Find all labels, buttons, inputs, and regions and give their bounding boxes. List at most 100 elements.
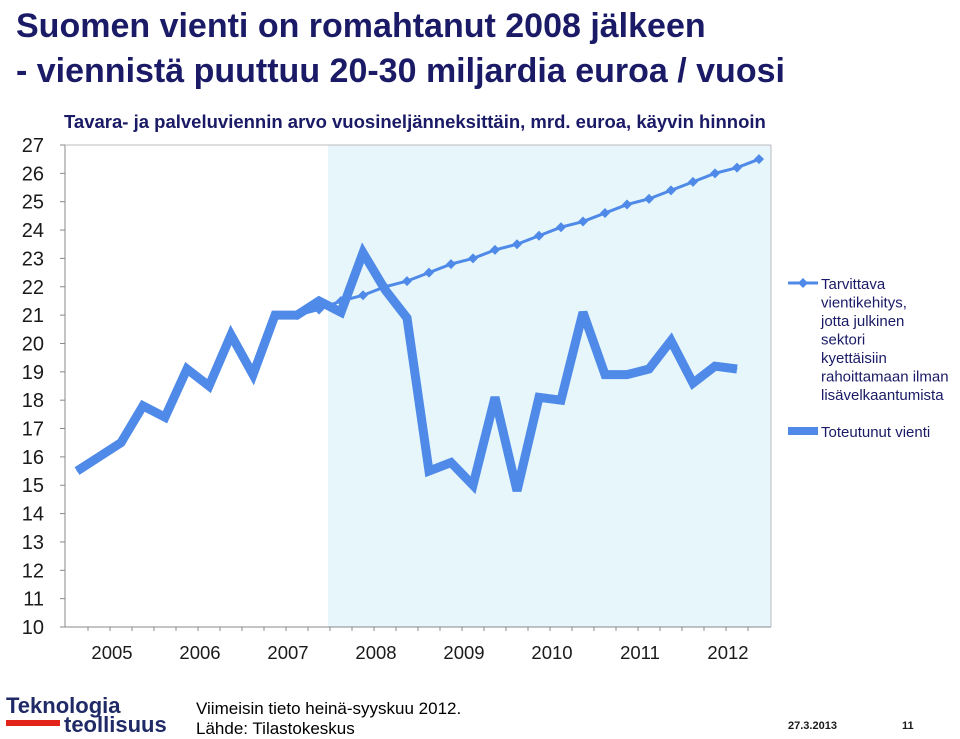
data-point bbox=[538, 396, 540, 398]
data-point bbox=[582, 311, 584, 313]
data-point-diamond bbox=[534, 230, 544, 241]
data-point bbox=[98, 456, 100, 458]
x-tick-label: 2008 bbox=[355, 642, 396, 663]
y-tick-label: 26 bbox=[22, 163, 44, 185]
data-point bbox=[626, 374, 628, 376]
y-tick-label: 24 bbox=[22, 220, 44, 242]
export-line-chart: Tavara- ja palveluviennin arvo vuosinelj… bbox=[22, 111, 949, 663]
data-point bbox=[406, 317, 408, 319]
x-tick-label: 2007 bbox=[267, 642, 308, 663]
logo-red-bar bbox=[6, 720, 60, 726]
y-tick-labels: 10 11 12 13 14 15 16 17 18 19 20 21 22 23 24 25 26 27 bbox=[22, 135, 44, 639]
axes bbox=[60, 144, 772, 631]
data-point-diamond bbox=[512, 239, 522, 250]
x-tick-labels: 2005 2006 2007 2008 2009 2010 2011 2012 bbox=[91, 642, 748, 663]
logo-line-2: teollisuus bbox=[64, 712, 167, 737]
page-number: 11 bbox=[902, 720, 914, 732]
legend-label-line: Tarvittava bbox=[821, 276, 886, 293]
data-point bbox=[604, 374, 606, 376]
data-point bbox=[274, 314, 276, 316]
y-tick-label: 20 bbox=[22, 333, 44, 355]
data-point bbox=[450, 462, 452, 464]
y-tick-label: 11 bbox=[23, 589, 44, 611]
data-point bbox=[186, 368, 188, 370]
data-point bbox=[494, 396, 496, 398]
data-point bbox=[560, 399, 562, 401]
legend-label-line: vientikehitys, bbox=[821, 295, 907, 312]
y-tick-label: 16 bbox=[22, 447, 44, 469]
data-point bbox=[252, 374, 254, 376]
data-point bbox=[164, 416, 166, 418]
x-tick-label: 2011 bbox=[620, 642, 660, 663]
legend-label-toteutunut: Toteutunut vienti bbox=[821, 424, 930, 441]
y-tick-label: 18 bbox=[22, 390, 44, 412]
company-logo: Teknologia teollisuus bbox=[6, 693, 171, 737]
x-tick-label: 2006 bbox=[179, 642, 220, 663]
data-point bbox=[714, 365, 716, 367]
data-point-diamond bbox=[446, 259, 456, 270]
data-point-diamond bbox=[468, 253, 478, 264]
data-point bbox=[208, 385, 210, 387]
y-tick-label: 27 bbox=[22, 135, 44, 157]
data-point-diamond bbox=[710, 168, 720, 179]
title-line-1: Suomen vienti on romahtanut 2008 jälkeen bbox=[16, 7, 706, 45]
shaded-region bbox=[328, 145, 771, 627]
y-tick-label: 12 bbox=[22, 560, 44, 582]
data-point-diamond bbox=[490, 244, 500, 255]
chart-subtitle: Tavara- ja palveluviennin arvo vuosinelj… bbox=[64, 111, 766, 132]
y-tick-label: 21 bbox=[22, 305, 44, 327]
series-tarvittava-vientikehitys bbox=[292, 154, 764, 321]
data-point bbox=[736, 368, 738, 370]
data-point bbox=[692, 382, 694, 384]
title-line-2: - viennistä puuttuu 20-30 miljardia euro… bbox=[16, 52, 785, 90]
series-line-tarvittava bbox=[296, 157, 760, 317]
y-tick-label: 14 bbox=[22, 504, 44, 526]
data-point bbox=[670, 340, 672, 342]
x-tick-label: 2009 bbox=[443, 642, 484, 663]
data-point bbox=[142, 405, 144, 407]
y-tick-label: 23 bbox=[22, 248, 44, 270]
data-point bbox=[230, 334, 232, 336]
data-point-diamond bbox=[358, 290, 368, 301]
data-point-diamond bbox=[688, 176, 698, 187]
legend: Tarvittava vientikehitys, jotta julkinen se… bbox=[788, 276, 949, 441]
logo-line-1: Teknologia bbox=[6, 693, 121, 718]
legend-label-line: sektori bbox=[821, 332, 865, 349]
legend-label-line: rahoittamaan ilman bbox=[821, 369, 949, 386]
source-note: Viimeisin tieto heinä-syyskuu 2012. Lähd… bbox=[196, 699, 461, 739]
data-point-diamond bbox=[754, 154, 764, 165]
y-tick-label: 17 bbox=[22, 419, 44, 441]
x-tick-label: 2010 bbox=[531, 642, 572, 663]
data-point-diamond bbox=[314, 304, 324, 315]
data-point-diamond bbox=[336, 295, 346, 306]
data-point bbox=[428, 470, 430, 472]
data-point bbox=[516, 490, 518, 492]
y-tick-label: 15 bbox=[22, 475, 44, 497]
data-point-diamond bbox=[578, 216, 588, 227]
x-tick-label: 2005 bbox=[91, 642, 132, 663]
data-point-diamond bbox=[600, 208, 610, 219]
legend-label-line: lisävelkaantumista bbox=[821, 387, 944, 404]
legend-label-line: jotta julkinen bbox=[820, 313, 904, 330]
data-point bbox=[120, 442, 122, 444]
data-point bbox=[318, 300, 320, 302]
data-point-diamond bbox=[380, 281, 390, 292]
y-tick-label: 13 bbox=[22, 532, 44, 554]
legend-label-tarvittava: Tarvittava vientikehitys, jotta julkinen se… bbox=[820, 276, 949, 404]
data-point bbox=[648, 368, 650, 370]
source-line-2: Lähde: Tilastokeskus bbox=[196, 719, 355, 738]
data-point-diamond bbox=[732, 162, 742, 173]
y-tick-label: 19 bbox=[22, 362, 44, 384]
y-tick-label: 10 bbox=[22, 617, 44, 639]
y-tick-label: 25 bbox=[22, 192, 44, 214]
data-point bbox=[362, 252, 364, 254]
data-point-diamond bbox=[424, 267, 434, 278]
data-point-diamond bbox=[402, 276, 412, 287]
data-point-diamond bbox=[666, 185, 676, 196]
y-tick-label: 22 bbox=[22, 277, 44, 299]
data-point-diamond bbox=[556, 222, 566, 233]
data-point bbox=[76, 470, 78, 472]
legend-label-line: kyettäisiin bbox=[821, 350, 887, 367]
data-point-diamond bbox=[292, 310, 302, 321]
source-line-1: Viimeisin tieto heinä-syyskuu 2012. bbox=[196, 699, 462, 718]
